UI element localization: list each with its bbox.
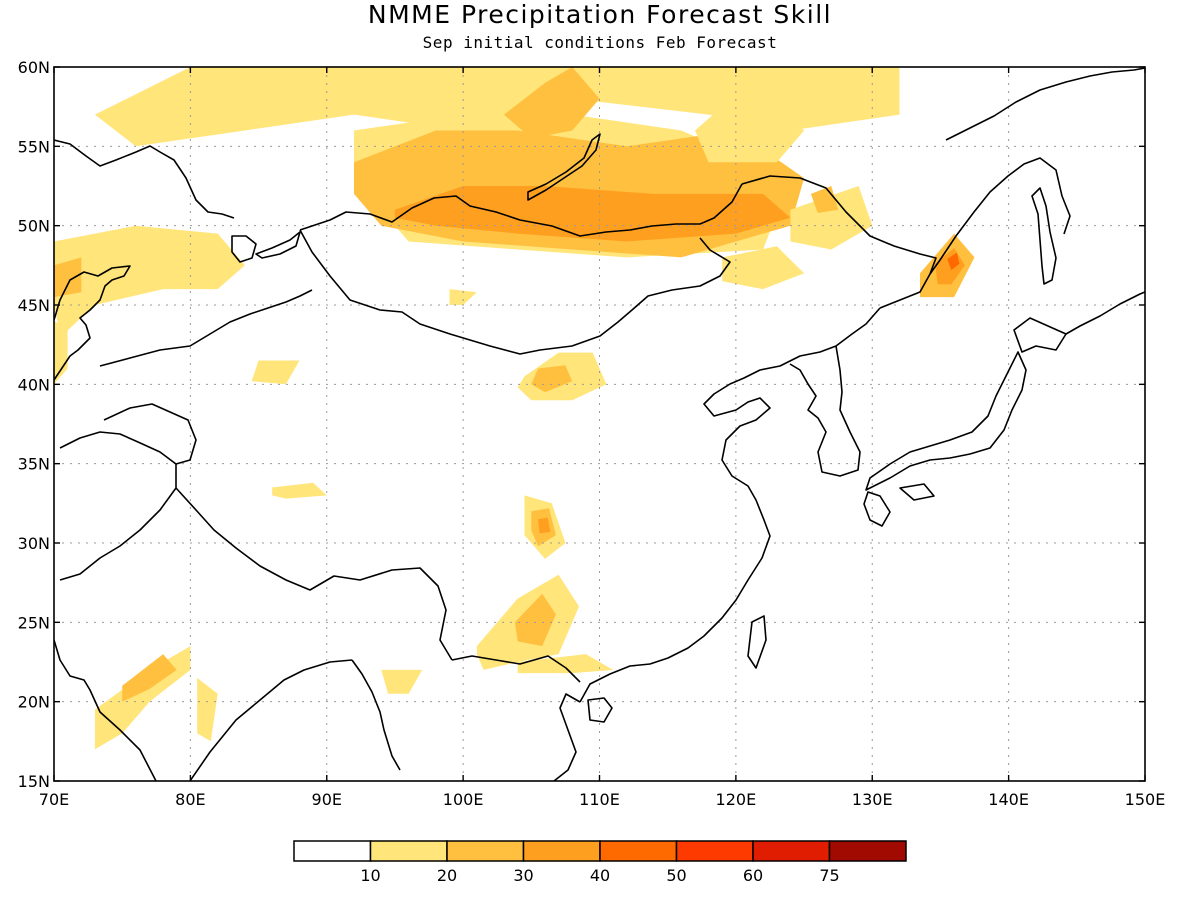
colorbar-label: 20 — [437, 866, 457, 885]
japan-shikoku — [899, 483, 935, 501]
lat-tick-label: 15N — [18, 772, 50, 791]
hainan-island — [587, 697, 613, 723]
skill-region-10-9 — [54, 225, 245, 337]
kuril-coast — [1065, 291, 1145, 335]
lat-tick-label: 20N — [18, 693, 50, 712]
lon-tick-label: 100E — [443, 790, 484, 809]
india-coastline — [54, 639, 157, 781]
west-siberian-coast — [54, 139, 235, 219]
colorbar-swatch — [828, 840, 907, 862]
skill-region-40-13 — [947, 252, 960, 271]
india-east-coast — [189, 659, 353, 781]
lat-tick-label: 40N — [18, 375, 50, 394]
colorbar-swatch — [293, 840, 372, 862]
okhotsk-coast — [945, 67, 1145, 141]
lon-tick-label: 70E — [39, 790, 69, 809]
taiwan-island — [747, 615, 767, 669]
caspian-coastline — [54, 265, 131, 381]
grid-lines — [54, 67, 1145, 781]
southeast-asia-border — [451, 655, 581, 683]
colorbar-swatch — [675, 840, 754, 862]
lon-tick-label: 90E — [312, 790, 342, 809]
skill-region-10-18 — [272, 482, 327, 499]
indochina-coast — [553, 693, 581, 781]
skill-region-10-28 — [381, 669, 423, 694]
colorbar-swatch — [522, 840, 601, 862]
chart-title: NMME Precipitation Forecast Skill — [367, 0, 833, 29]
korean-peninsula — [789, 345, 861, 477]
lon-tick-label: 80E — [175, 790, 205, 809]
lon-tick-label: 140E — [988, 790, 1029, 809]
colorbar-swatch — [369, 840, 448, 862]
skill-region-30-3 — [394, 186, 791, 242]
amur-border — [741, 175, 937, 309]
skill-region-30-21 — [538, 517, 551, 534]
lat-tick-label: 45N — [18, 296, 50, 315]
colorbar-swatch — [752, 840, 831, 862]
sakhalin-island — [1031, 187, 1057, 285]
lat-tick-label: 60N — [18, 58, 50, 77]
japan-hokkaido — [1013, 317, 1067, 353]
coastline-layer — [54, 67, 1145, 781]
aral-sea-coastline — [231, 235, 257, 263]
russia-pacific-coast — [929, 157, 1071, 275]
skill-region-20-26 — [122, 654, 177, 702]
colorbar-label: 60 — [743, 866, 763, 885]
lat-tick-label: 55N — [18, 137, 50, 156]
skill-region-20-10 — [54, 257, 82, 298]
colorbar-label: 75 — [819, 866, 839, 885]
colorbar: 10 20 30 40 50 60 75 — [293, 840, 907, 885]
japan-kyushu — [863, 491, 891, 527]
lake-balkhash — [255, 231, 301, 259]
lon-tick-label: 150E — [1125, 790, 1166, 809]
skill-region-10-0 — [94, 67, 900, 147]
skill-shading-layer — [54, 67, 975, 750]
colorbar-label: 40 — [590, 866, 610, 885]
myanmar-coast — [351, 659, 401, 771]
china-coastline — [579, 307, 881, 703]
mongolia-south-border — [299, 229, 731, 355]
lon-tick-label: 110E — [579, 790, 620, 809]
pakistan-border — [59, 431, 177, 581]
colorbar-label: 30 — [513, 866, 533, 885]
mongolia-north-border — [299, 183, 743, 237]
colorbar-swatch — [599, 840, 678, 862]
lake-baikal — [527, 133, 601, 201]
colorbar-label: 10 — [360, 866, 380, 885]
skill-region-20-7 — [810, 186, 839, 213]
lat-tick-label: 50N — [18, 217, 50, 236]
skill-region-10-16 — [251, 360, 300, 385]
lat-tick-label: 25N — [18, 613, 50, 632]
chart-subtitle: Sep initial conditions Feb Forecast — [422, 33, 778, 52]
central-asia-border — [103, 403, 197, 465]
skill-region-10-6 — [790, 186, 873, 250]
skill-region-10-25 — [94, 646, 191, 750]
skill-region-10-8 — [722, 246, 805, 290]
colorbar-label: 50 — [666, 866, 686, 885]
lat-tick-label: 30N — [18, 534, 50, 553]
skill-region-10-27 — [197, 677, 218, 742]
skill-region-20-15 — [531, 365, 573, 393]
lon-tick-label: 130E — [852, 790, 893, 809]
skill-region-10-29 — [54, 320, 68, 385]
colorbar-swatch — [446, 840, 525, 862]
himalaya-border — [175, 487, 453, 661]
lon-tick-label: 120E — [716, 790, 757, 809]
skill-region-20-23 — [514, 593, 556, 647]
skill-region-10-17 — [449, 289, 477, 305]
axis-ticks: 70E 80E 90E 100E 110E 120E 130E 140E 150E 15N 20N 2… — [18, 58, 1166, 809]
kazakh-border — [99, 289, 313, 367]
skill-region-20-4 — [504, 67, 600, 139]
japan-honshu — [865, 351, 1027, 491]
skill-region-10-5 — [695, 82, 805, 163]
skill-region-10-24 — [517, 654, 614, 674]
lat-tick-label: 35N — [18, 455, 50, 474]
